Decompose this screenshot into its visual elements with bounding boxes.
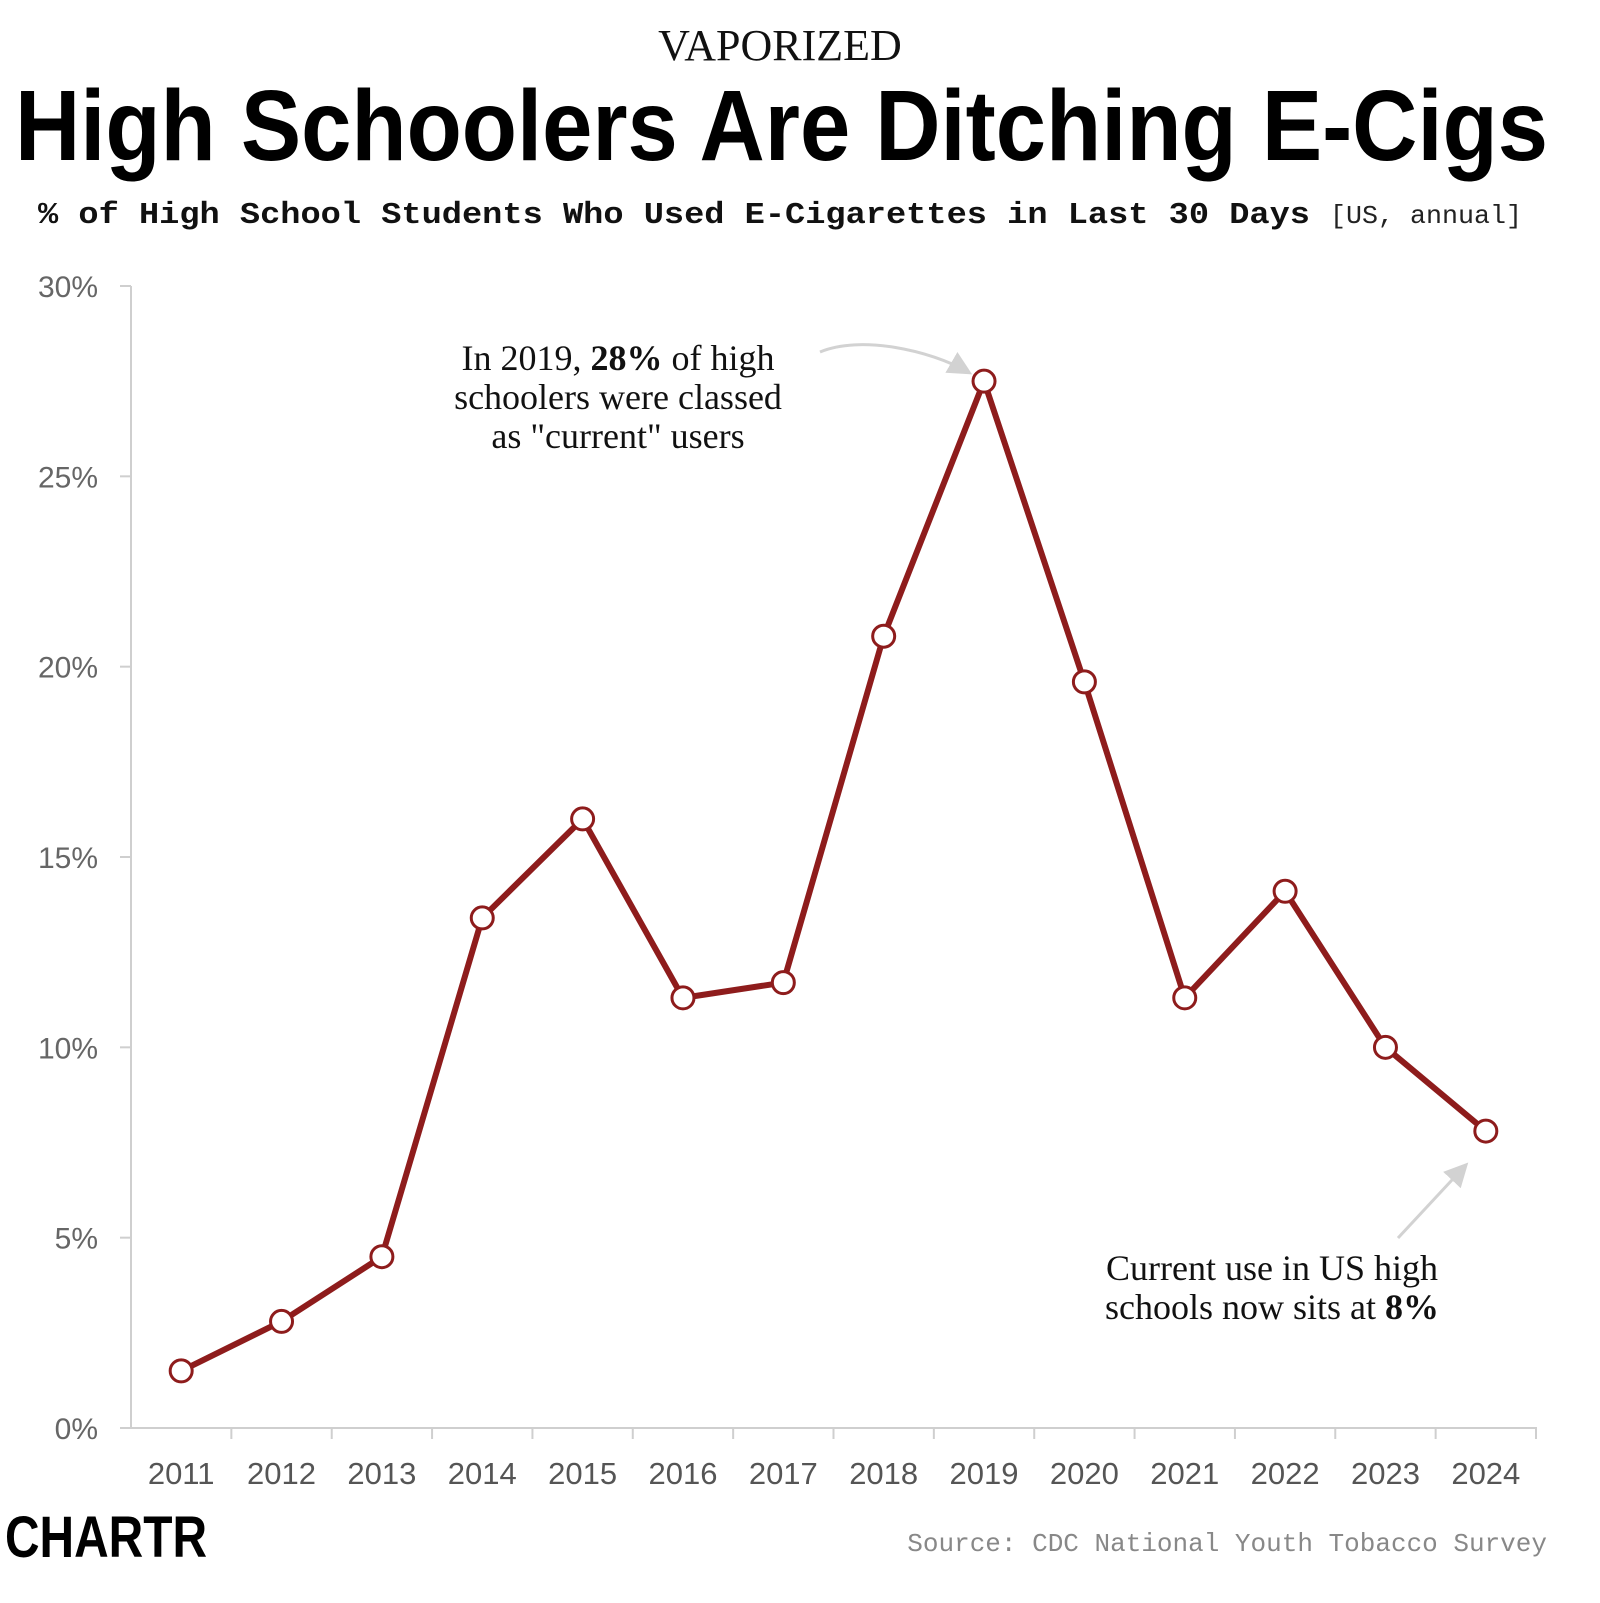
y-tick-label: 5% bbox=[55, 1223, 98, 1256]
annotation-text: of high bbox=[663, 338, 775, 378]
y-tick-label: 30% bbox=[38, 271, 98, 304]
x-tick-label: 2017 bbox=[749, 1456, 818, 1491]
annotation: as "current" users bbox=[491, 416, 744, 456]
point bbox=[469, 905, 495, 931]
annotation-text: as "current" users bbox=[491, 416, 744, 456]
y-tick-label: 0% bbox=[55, 1413, 98, 1446]
point bbox=[1473, 1118, 1499, 1144]
annotation-text: 28% bbox=[591, 338, 663, 378]
annotation-text: schools now sits at bbox=[1105, 1287, 1385, 1327]
annotation-text: Current use in US high bbox=[1106, 1248, 1438, 1288]
x-tick-label: 2012 bbox=[247, 1456, 316, 1491]
chart-subtitle: % of High School Students Who Used E-Cig… bbox=[38, 198, 1310, 233]
annotation-text: In 2019, bbox=[462, 338, 591, 378]
x-tick-label: 2014 bbox=[448, 1456, 517, 1491]
kicker: VAPORIZED bbox=[658, 21, 902, 70]
point bbox=[1172, 985, 1198, 1011]
subtitle-note: [US, annual] bbox=[1330, 201, 1522, 231]
annotation-arrow bbox=[819, 343, 973, 375]
point bbox=[770, 970, 796, 996]
x-tick-label: 2018 bbox=[849, 1456, 918, 1491]
logo: CHARTR bbox=[5, 1505, 207, 1570]
point bbox=[871, 623, 897, 649]
point bbox=[1272, 878, 1298, 904]
x-tick-label: 2019 bbox=[950, 1456, 1019, 1491]
annotation: schools now sits at 8% bbox=[1105, 1287, 1439, 1327]
x-tick-label: 2016 bbox=[648, 1456, 717, 1491]
point bbox=[971, 368, 997, 394]
x-tick-label: 2024 bbox=[1451, 1456, 1520, 1491]
point bbox=[1071, 669, 1097, 695]
annotation: schoolers were classed bbox=[454, 377, 782, 417]
x-tick-label: 2013 bbox=[347, 1456, 416, 1491]
chart-title: High Schoolers Are Ditching E-Cigs bbox=[15, 70, 1548, 182]
point bbox=[570, 806, 596, 832]
annotation-text: schoolers were classed bbox=[454, 377, 782, 417]
point bbox=[670, 985, 696, 1011]
x-tick-label: 2020 bbox=[1050, 1456, 1119, 1491]
x-tick-label: 2022 bbox=[1251, 1456, 1320, 1491]
annotation: In 2019, 28% of high bbox=[462, 338, 775, 378]
y-tick-label: 25% bbox=[38, 461, 98, 494]
y-tick-label: 10% bbox=[38, 1032, 98, 1065]
x-tick-label: 2021 bbox=[1150, 1456, 1219, 1491]
annotation: Current use in US high bbox=[1106, 1248, 1438, 1288]
line bbox=[179, 378, 1488, 1374]
x-tick-label: 2011 bbox=[148, 1456, 215, 1491]
x-tick-label: 2015 bbox=[548, 1456, 617, 1491]
y-tick-label: 20% bbox=[38, 652, 98, 685]
point bbox=[369, 1244, 395, 1270]
point bbox=[269, 1308, 295, 1334]
source: Source: CDC National Youth Tobacco Surve… bbox=[907, 1529, 1547, 1559]
annotation-arrow bbox=[1396, 1162, 1469, 1240]
point bbox=[1372, 1034, 1398, 1060]
point bbox=[168, 1358, 194, 1384]
annotation-text: 8% bbox=[1385, 1287, 1439, 1327]
y-tick-label: 15% bbox=[38, 842, 98, 875]
x-tick-label: 2023 bbox=[1351, 1456, 1420, 1491]
